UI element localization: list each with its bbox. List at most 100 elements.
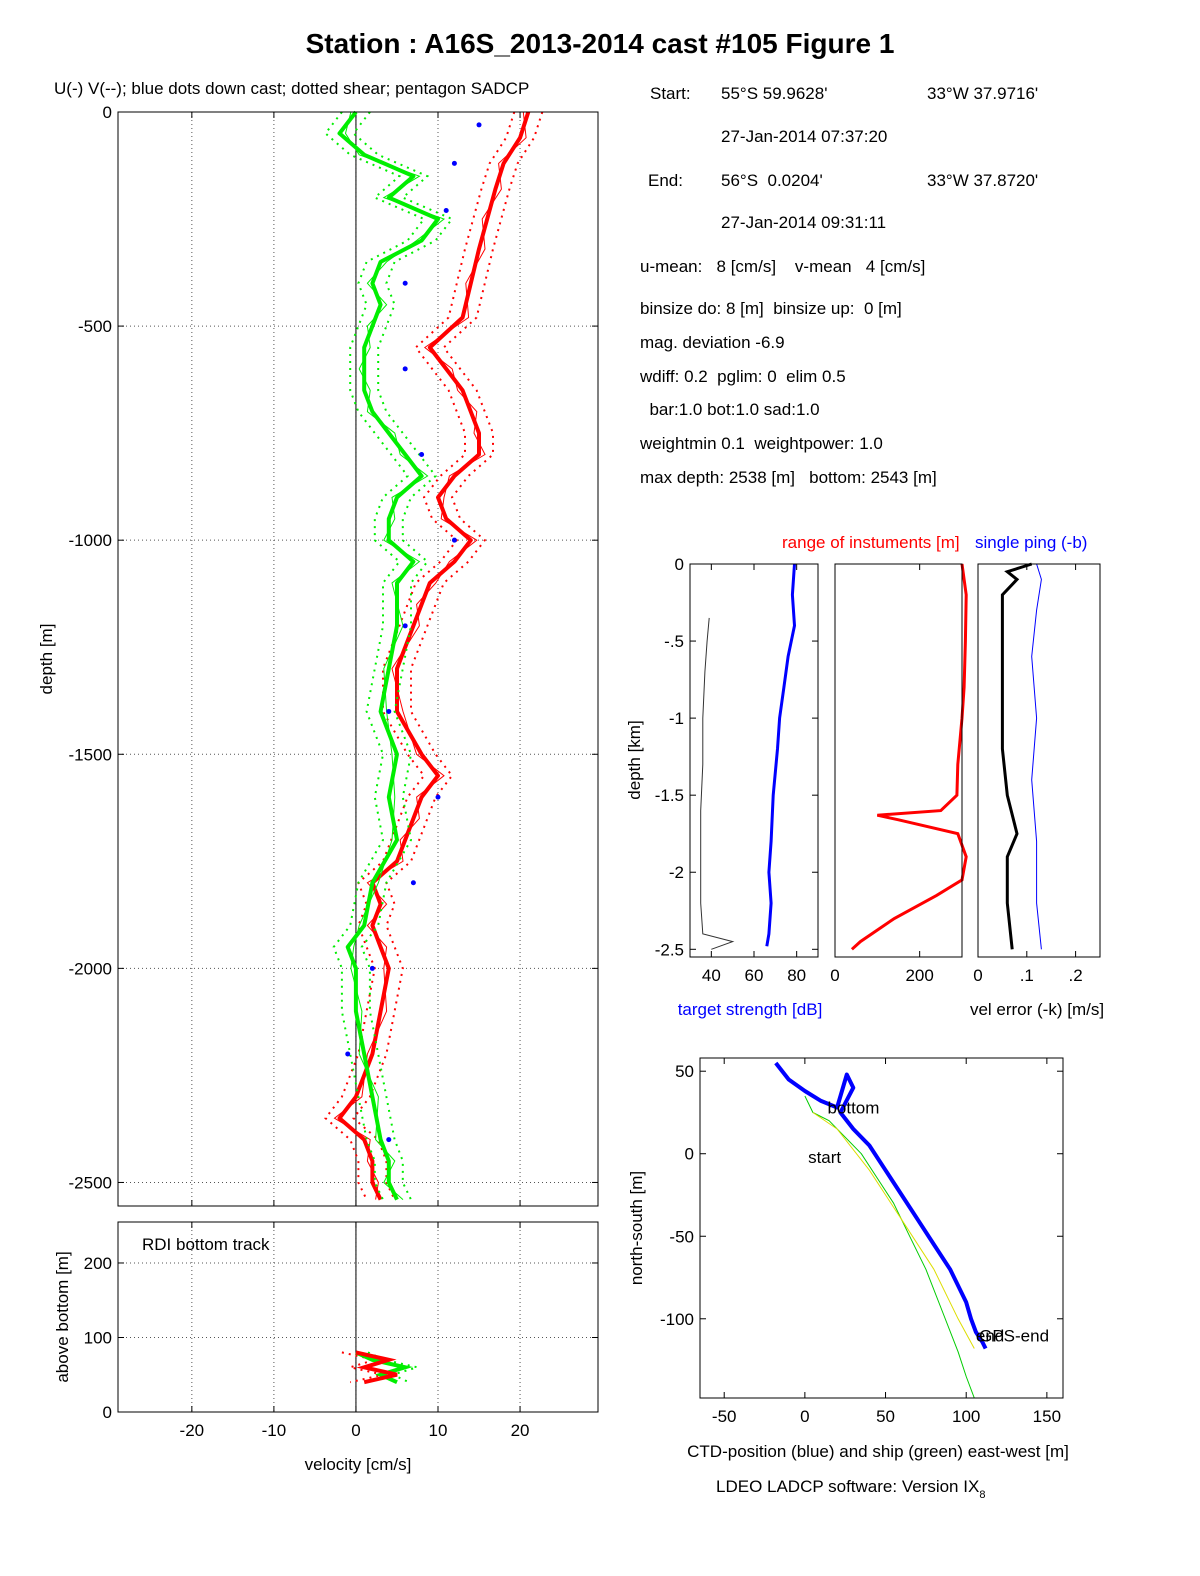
profile-y-tick-label: -2000: [69, 959, 112, 978]
bottom-track-frame: [117, 1221, 599, 1413]
position-bottom-label: bottom: [827, 1099, 879, 1118]
profile-frame: [117, 111, 599, 1207]
u-velocity-shear-left: [324, 111, 516, 1201]
bottom-track-x-tick-label: 0: [351, 1421, 360, 1440]
u-velocity-shear-right: [352, 111, 544, 1201]
target-strength-down-line: [700, 617, 735, 950]
down-cast-dot: [435, 794, 441, 800]
bottom-track-title: RDI bottom track: [142, 1235, 270, 1254]
down-cast-dot: [451, 537, 457, 543]
position-x-tick-label: 0: [800, 1407, 809, 1426]
target-strength-y-tick-label: -1.5: [655, 786, 684, 805]
bottom-track-x-label: velocity [cm/s]: [305, 1455, 412, 1474]
position-x-label: CTD-position (blue) and ship (green) eas…: [687, 1442, 1069, 1461]
target-strength-x-tick-label: 80: [787, 966, 806, 985]
position-y-label: north-south [m]: [627, 1171, 646, 1285]
figure-subtitle: U(-) V(--); blue dots down cast; dotted …: [54, 79, 529, 98]
vel-error-vel-error-line: [1000, 562, 1033, 950]
start-latitude: 55°S 59.9628': [721, 84, 828, 103]
bar-info: bar:1.0 bot:1.0 sad:1.0: [640, 400, 820, 419]
position-x-tick-label: 150: [1033, 1407, 1061, 1426]
down-cast-dot: [402, 280, 408, 286]
position-ctd-track: [774, 1061, 988, 1350]
end-longitude: 33°W 37.8720': [927, 171, 1039, 190]
position-end-label: end: [976, 1326, 1004, 1345]
position-x-tick-label: -50: [712, 1407, 737, 1426]
single-ping-title: single ping (-b): [975, 533, 1087, 552]
position-gps-end-label: GPS-end: [979, 1326, 1049, 1345]
bottom-track-x-tick-label: 20: [511, 1421, 530, 1440]
target-strength-frame: [689, 563, 819, 958]
down-cast-dot: [345, 1051, 351, 1057]
profile-y-tick-label: 0: [103, 103, 112, 122]
figure-footer: LDEO LADCP software: Version IX8: [716, 1477, 985, 1501]
down-cast-dot: [402, 623, 408, 629]
down-cast-dot: [410, 880, 416, 886]
down-cast-dot: [369, 965, 375, 971]
wdiff-info: wdiff: 0.2 pglim: 0 elim 0.5: [640, 367, 846, 386]
bottom-track-x-tick-label: 10: [429, 1421, 448, 1440]
profile-y-label: depth [m]: [37, 624, 56, 695]
profile-y-tick-label: -2500: [69, 1173, 112, 1192]
range-title: range of instuments [m]: [782, 533, 960, 552]
target-strength-y-tick-label: -1: [669, 709, 684, 728]
u-velocity-line: [337, 111, 531, 1201]
profile-y-tick-label: -1000: [69, 531, 112, 550]
down-cast-dot: [402, 366, 408, 372]
end-label: End:: [648, 171, 683, 190]
range-frame: [834, 563, 963, 958]
down-cast-dot: [419, 452, 425, 458]
range-x-tick-label: 200: [905, 966, 933, 985]
position-y-tick-label: -50: [669, 1227, 694, 1246]
target-strength-y-tick-label: -2: [669, 863, 684, 882]
bottom-track-y-label: above bottom [m]: [53, 1251, 72, 1382]
vel-error-x-tick-label: .1: [1020, 966, 1034, 985]
down-cast-dot: [386, 708, 392, 714]
range-x-tick-label: 0: [830, 966, 839, 985]
target-strength-y-tick-label: -.5: [664, 632, 684, 651]
position-start-label: start: [808, 1148, 841, 1167]
down-cast-dot: [443, 207, 449, 213]
vel-error-x-label: vel error (-k) [m/s]: [970, 1000, 1104, 1019]
position-frame: [699, 1057, 1064, 1399]
bottom-track-y-tick-label: 200: [84, 1254, 112, 1273]
position-y-tick-label: 50: [675, 1062, 694, 1081]
velocity-means: u-mean: 8 [cm/s] v-mean 4 [cm/s]: [640, 257, 926, 276]
position-y-tick-label: -100: [660, 1310, 694, 1329]
range-range-line: [850, 563, 968, 951]
end-latitude: 56°S 0.0204': [721, 171, 823, 190]
vel-error-single-ping-line: [1031, 563, 1042, 950]
end-time: 27-Jan-2014 09:31:11: [721, 213, 887, 232]
profile-y-tick-label: -1500: [69, 745, 112, 764]
down-cast-dot: [451, 160, 457, 166]
position-ship-track: [804, 1095, 975, 1399]
weight-info: weightmin 0.1 weightpower: 1.0: [640, 434, 883, 453]
position-x-tick-label: 50: [876, 1407, 895, 1426]
figure-title: Station : A16S_2013-2014 cast #105 Figur…: [305, 28, 895, 59]
bottom-track-x-tick-label: -10: [262, 1421, 287, 1440]
u-velocity-thin-line: [333, 111, 527, 1200]
position-y-tick-label: 0: [685, 1145, 694, 1164]
target-strength-x-tick-label: 40: [702, 966, 721, 985]
bottom-track-u-line: [355, 1350, 398, 1385]
start-time: 27-Jan-2014 07:37:20: [721, 127, 888, 146]
start-longitude: 33°W 37.9716': [927, 84, 1039, 103]
target-strength-up-line: [765, 563, 797, 947]
target-strength-y-tick-label: 0: [675, 555, 684, 574]
vel-error-frame: [977, 563, 1101, 958]
binsize-info: binsize do: 8 [m] binsize up: 0 [m]: [640, 299, 902, 318]
mag-deviation: mag. deviation -6.9: [640, 333, 785, 352]
v-velocity-line: [337, 110, 440, 1201]
target-strength-y-label: depth [km]: [625, 720, 644, 799]
down-cast-dot: [386, 1137, 392, 1143]
vel-error-x-tick-label: .2: [1069, 966, 1083, 985]
profile-y-tick-label: -500: [78, 317, 112, 336]
bottom-track-y-tick-label: 0: [103, 1403, 112, 1422]
target-strength-y-tick-label: -2.5: [655, 940, 684, 959]
start-label: Start:: [650, 84, 691, 103]
down-cast-dot: [476, 122, 482, 128]
target-strength-x-tick-label: 60: [745, 966, 764, 985]
position-yellow-track: [812, 1112, 975, 1349]
bottom-track-x-tick-label: -20: [180, 1421, 205, 1440]
